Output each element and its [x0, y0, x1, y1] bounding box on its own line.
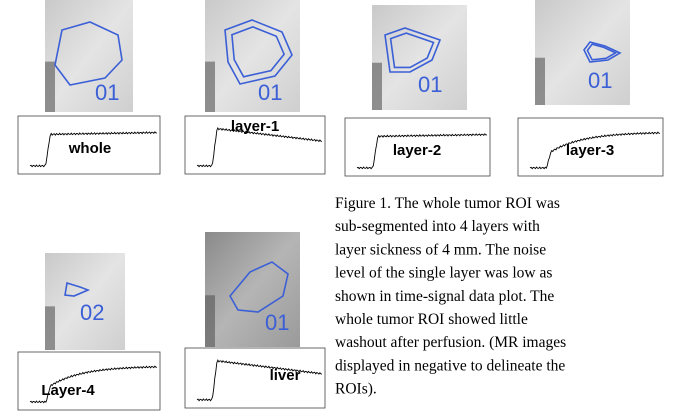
caption-line: displayed in negative to delineate the — [335, 357, 565, 374]
caption-line: whole tumor ROI showed little — [335, 311, 528, 328]
caption-line: ROIs). — [335, 381, 377, 398]
image-edge — [45, 62, 55, 112]
plot-label: layer-1 — [231, 118, 279, 135]
plot-label: liver — [270, 367, 301, 384]
panel: 01 layer-1 — [185, 0, 325, 174]
mr-image — [205, 0, 300, 112]
roi-label: 02 — [80, 300, 104, 325]
plot-label: Layer-4 — [41, 382, 95, 399]
image-edge — [45, 306, 55, 350]
panel: 02 Layer-4 — [18, 253, 160, 410]
figure: 01 whole 01 layer-1 01 layer-2 01 layer-3 02 Laye… — [0, 0, 673, 412]
image-edge — [205, 62, 215, 112]
roi-label: 01 — [265, 310, 289, 335]
caption-line: layer sickness of 4 mm. The noise — [335, 241, 546, 258]
image-edge — [535, 58, 545, 105]
caption-line: level of the single layer was low as — [335, 265, 552, 282]
panel: 01 layer-2 — [345, 5, 490, 176]
panel: 01 liver — [185, 232, 325, 408]
roi-label: 01 — [95, 80, 119, 105]
plot-label: layer-2 — [393, 142, 441, 159]
caption-line: shown in time-signal data plot. The — [335, 288, 554, 305]
mr-image — [45, 0, 133, 112]
caption-line: sub-segmented into 4 layers with — [335, 218, 540, 235]
roi-label: 01 — [258, 80, 282, 105]
panel: 01 layer-3 — [518, 0, 663, 176]
roi-label: 01 — [418, 72, 442, 97]
roi-label: 01 — [588, 68, 612, 93]
page: {"panels": [ {"roi_label": "01", "plot_l… — [0, 0, 673, 412]
image-edge — [372, 63, 382, 110]
panel: 01 whole — [18, 0, 160, 174]
plot-label: whole — [68, 140, 112, 157]
caption-line: washout after perfusion. (MR images — [335, 334, 566, 351]
caption-line: Figure 1. The whole tumor ROI was — [335, 195, 560, 212]
image-edge — [205, 295, 215, 347]
plot-label: layer-3 — [566, 142, 614, 159]
